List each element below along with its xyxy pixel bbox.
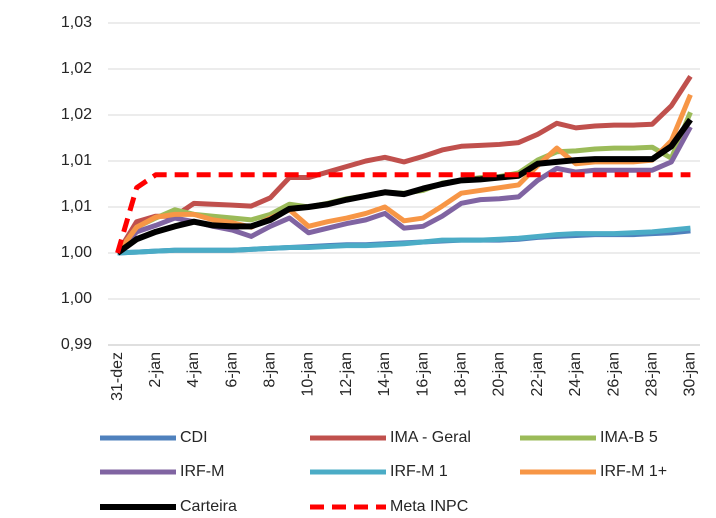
x-tick-label: 14-jan bbox=[376, 352, 393, 396]
legend-label: Meta INPC bbox=[390, 498, 468, 515]
legend-label: IRF-M 1 bbox=[390, 463, 448, 480]
x-tick-label: 4-jan bbox=[185, 352, 202, 388]
x-tick-label: 30-jan bbox=[682, 352, 699, 396]
x-tick-label: 12-jan bbox=[338, 352, 355, 396]
legend-label: Carteira bbox=[180, 498, 237, 515]
y-tick-label: 1,02 bbox=[61, 106, 92, 123]
x-tick-label: 6-jan bbox=[223, 352, 240, 388]
y-tick-label: 1,00 bbox=[61, 290, 92, 307]
y-tick-label: 1,01 bbox=[61, 152, 92, 169]
legend-label: CDI bbox=[180, 429, 208, 446]
x-tick-label: 22-jan bbox=[529, 352, 546, 396]
legend-label: IMA-B 5 bbox=[600, 429, 658, 446]
x-tick-label: 24-jan bbox=[567, 352, 584, 396]
x-tick-label: 18-jan bbox=[453, 352, 470, 396]
y-tick-label: 1,01 bbox=[61, 198, 92, 215]
series-line bbox=[115, 117, 693, 256]
y-tick-label: 1,02 bbox=[61, 60, 92, 77]
legend-label: IRF-M bbox=[180, 463, 224, 480]
y-tick-label: 1,03 bbox=[61, 14, 92, 31]
x-tick-label: 8-jan bbox=[262, 352, 279, 388]
x-tick-label: 31-dez bbox=[109, 352, 126, 401]
x-tick-label: 10-jan bbox=[300, 352, 317, 396]
x-tick-label: 20-jan bbox=[491, 352, 508, 396]
y-tick-label: 1,00 bbox=[61, 244, 92, 261]
legend-label: IRF-M 1+ bbox=[600, 463, 667, 480]
series-line bbox=[117, 225, 691, 256]
x-tick-label: 26-jan bbox=[605, 352, 622, 396]
y-tick-label: 0,99 bbox=[61, 336, 92, 353]
x-tick-label: 2-jan bbox=[147, 352, 164, 388]
series-line bbox=[115, 74, 693, 255]
x-tick-label: 16-jan bbox=[414, 352, 431, 396]
series-line bbox=[115, 172, 691, 254]
legend-label: IMA - Geral bbox=[390, 429, 471, 446]
x-tick-label: 28-jan bbox=[643, 352, 660, 396]
